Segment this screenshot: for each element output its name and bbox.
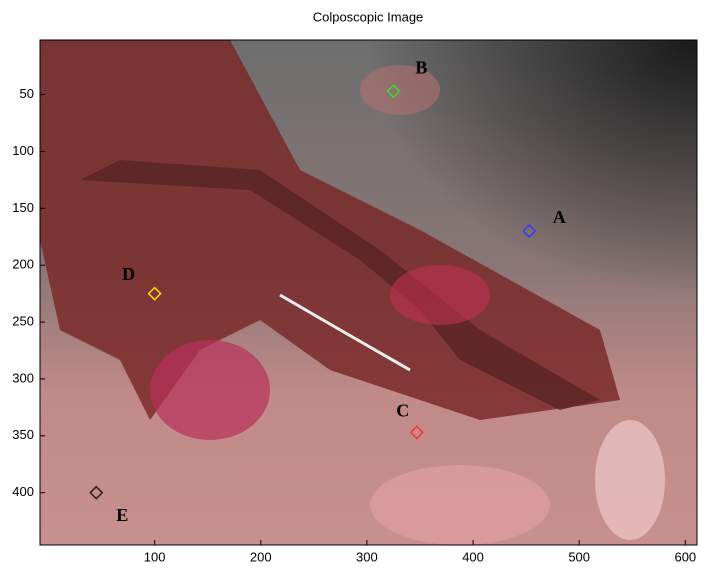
chart-title: Colposcopic Image: [313, 9, 424, 24]
x-tick-label: 300: [356, 549, 378, 564]
x-tick-label: 100: [144, 549, 166, 564]
point-label: B: [415, 57, 427, 77]
chart: Colposcopic Image 100 200 300 400 500 600 50 10…: [0, 0, 707, 569]
y-tick-label: 50: [20, 86, 34, 101]
x-tick-label: 400: [462, 549, 484, 564]
point-label: D: [122, 264, 135, 284]
x-tick-label: 200: [250, 549, 272, 564]
point-label: C: [396, 401, 409, 421]
y-tick-label: 100: [12, 143, 34, 158]
y-tick-label: 400: [12, 484, 34, 499]
point-label: A: [553, 207, 566, 227]
y-tick-label: 150: [12, 200, 34, 215]
y-tick-label: 200: [12, 257, 34, 272]
y-tick-label: 300: [12, 370, 34, 385]
point-label: E: [116, 505, 128, 525]
y-tick-label: 350: [12, 427, 34, 442]
x-tick-label: 500: [568, 549, 590, 564]
image: [40, 40, 697, 545]
y-tick-label: 250: [12, 314, 34, 329]
x-tick-label: 600: [674, 549, 696, 564]
